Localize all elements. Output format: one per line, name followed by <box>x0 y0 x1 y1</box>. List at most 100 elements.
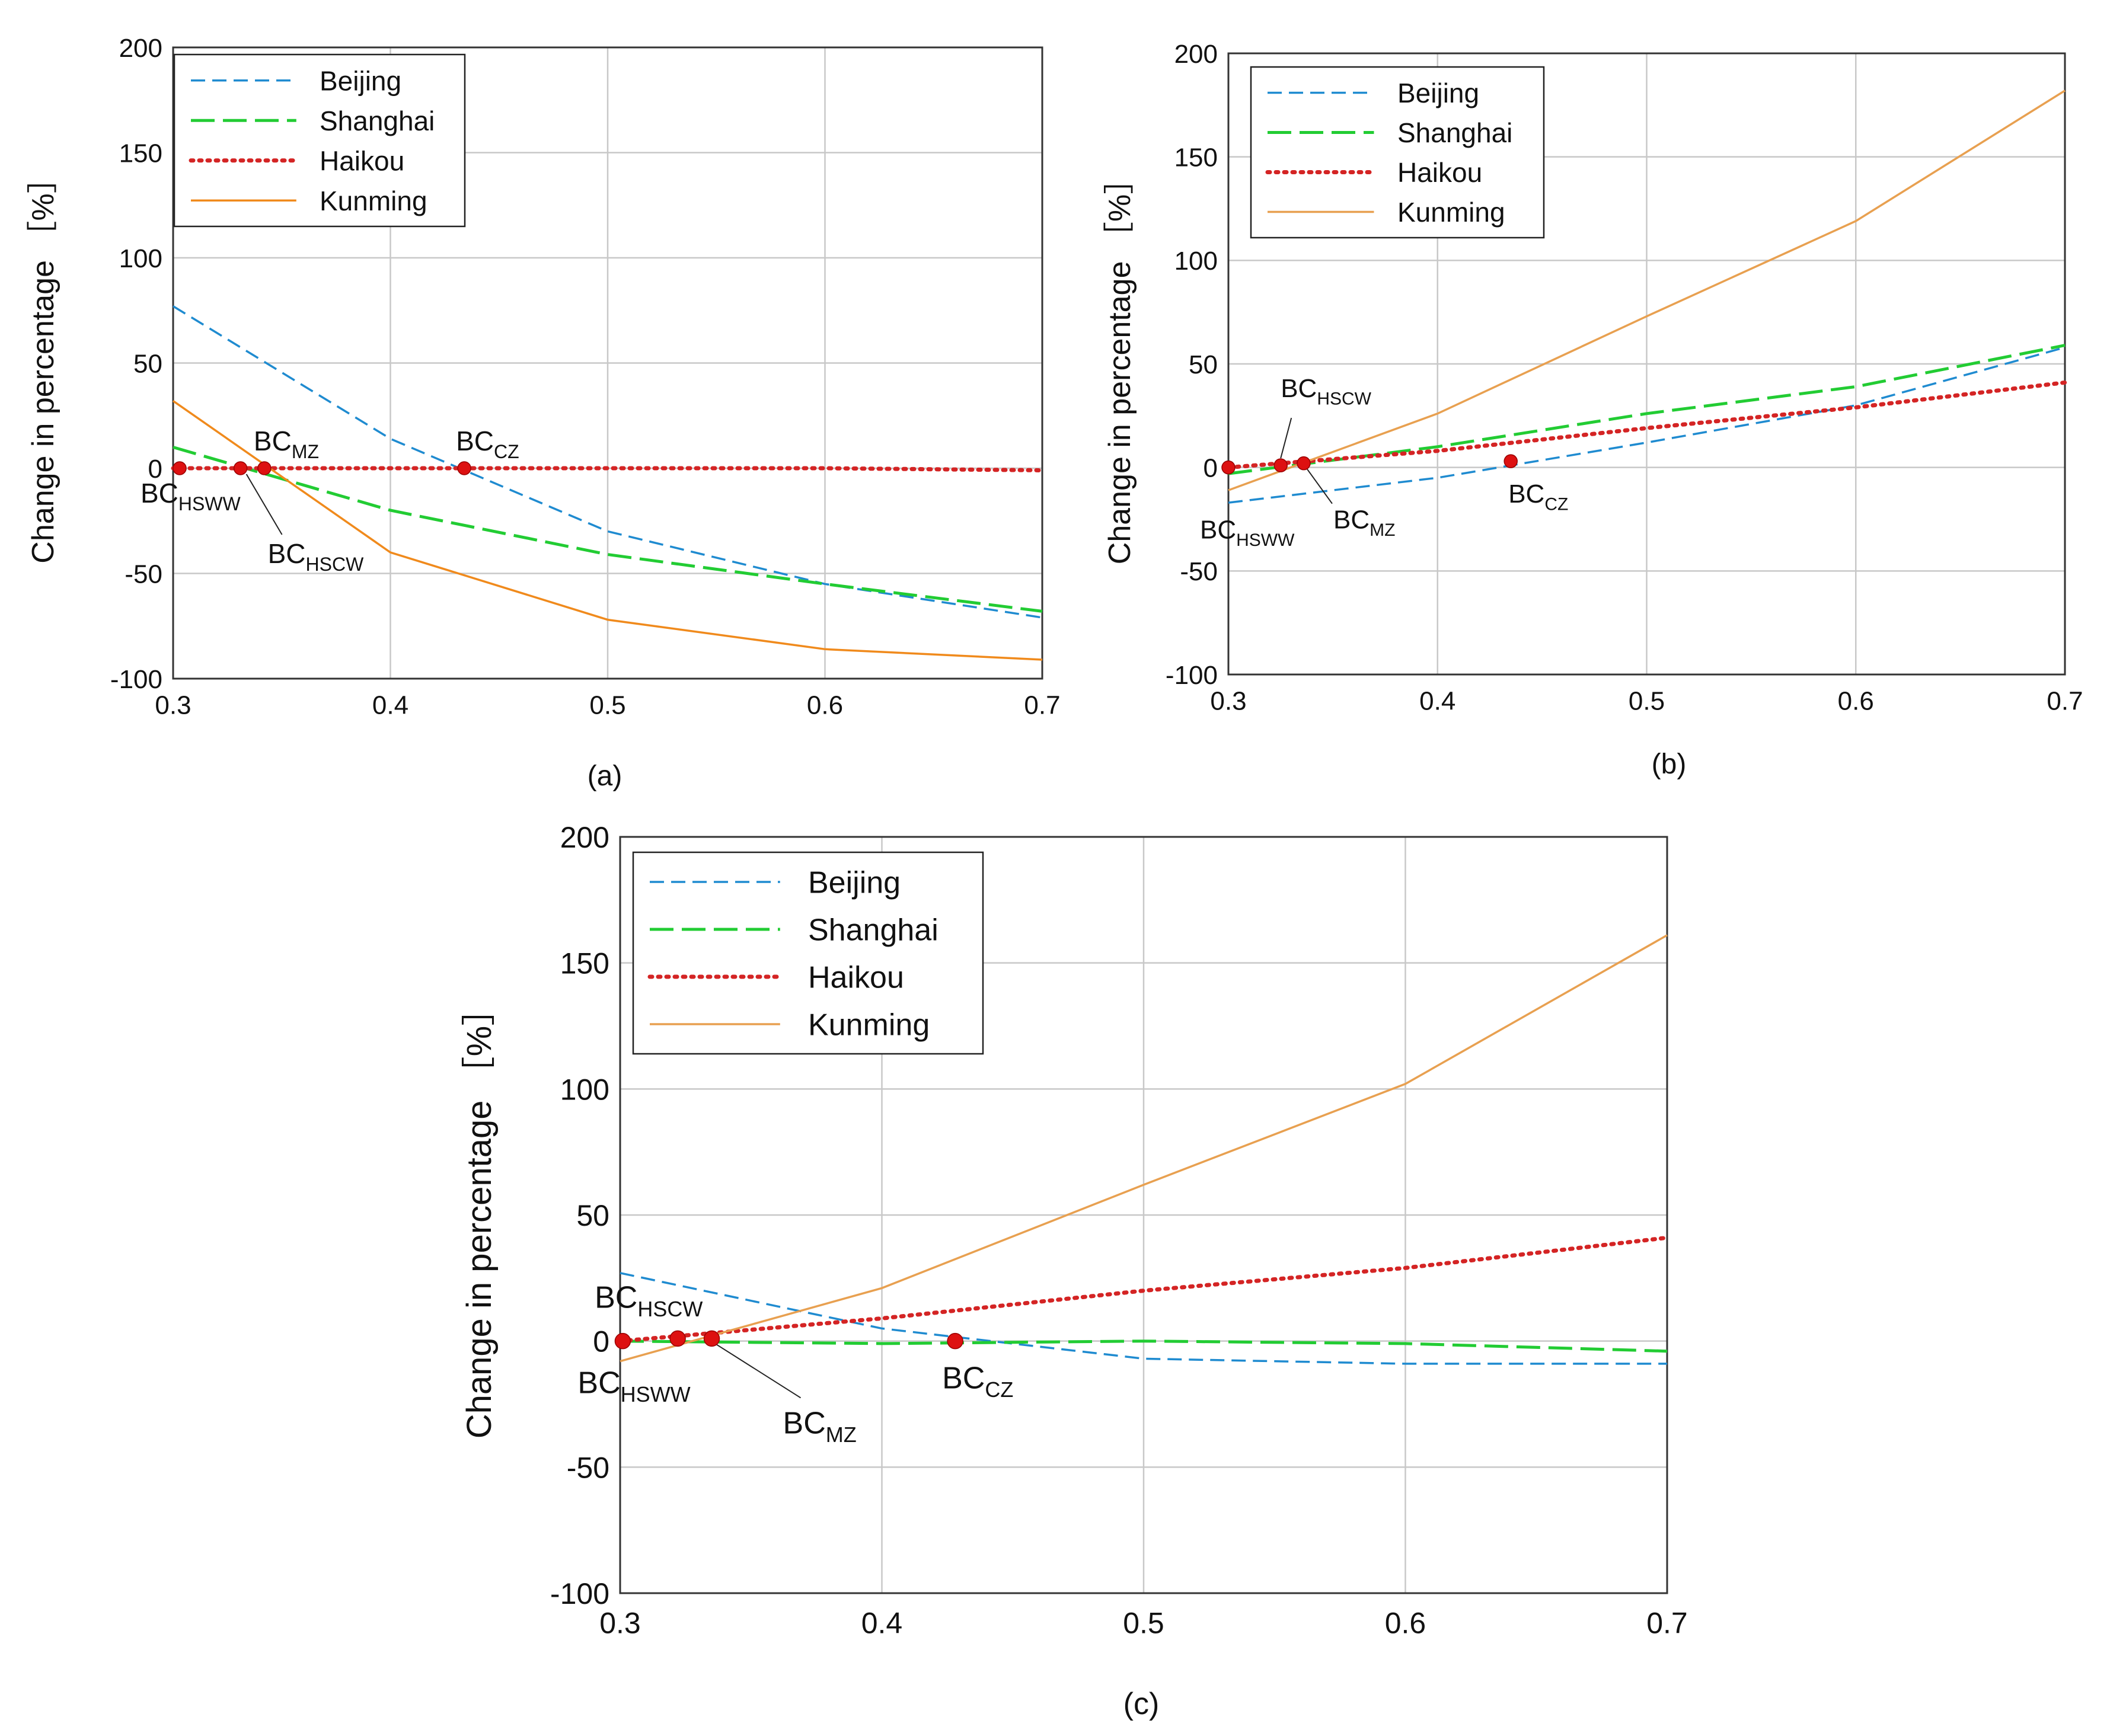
y-tick-label: 50 <box>1189 350 1218 379</box>
marker-label-main: BC <box>456 426 494 456</box>
series-line-haikou <box>1226 380 2067 470</box>
legend-label: Kunming <box>1397 197 1505 228</box>
y-tick-label: 200 <box>560 821 609 854</box>
y-tick-label: -50 <box>125 560 162 589</box>
legend-label: Haikou <box>1397 157 1482 188</box>
x-tick-label: 0.4 <box>372 690 408 720</box>
series-line-beijing <box>620 1272 1667 1365</box>
panel-label: (a) <box>588 760 623 792</box>
y-tick-label: 50 <box>576 1199 609 1232</box>
marker-label: BCHSCW <box>268 538 364 575</box>
series-line-shanghai <box>620 1339 1668 1353</box>
marker-label-sub: HSCW <box>1317 389 1371 408</box>
y-tick-label: 100 <box>1174 247 1218 276</box>
series-line-kunming <box>172 399 1043 661</box>
x-tick-label: 0.5 <box>1123 1607 1164 1640</box>
x-tick-label: 0.6 <box>807 690 843 720</box>
legend-label: Shanghai <box>808 913 938 948</box>
marker-label-main: BC <box>1281 374 1317 403</box>
x-tick-label: 0.4 <box>1419 686 1455 715</box>
marker-label-sub: CZ <box>494 441 519 462</box>
x-tick-label: 0.6 <box>1838 686 1874 715</box>
marker-point <box>703 1330 720 1347</box>
marker-label-sub: HSWW <box>621 1382 691 1406</box>
marker-label-sub: CZ <box>985 1377 1013 1402</box>
marker-point <box>1273 458 1288 472</box>
y-axis-label: Change in percentage ［%］ <box>26 162 60 563</box>
y-tick-label: 50 <box>133 349 162 378</box>
series-line-shanghai <box>173 446 1043 613</box>
marker-leader <box>245 474 283 535</box>
series-line-kunming <box>1228 89 2066 491</box>
marker-point <box>457 461 471 475</box>
marker-label-main: BC <box>783 1406 826 1440</box>
legend-label: Beijing <box>1397 78 1479 108</box>
marker-label: BCCZ <box>942 1361 1013 1402</box>
y-tick-label: -50 <box>1180 557 1218 586</box>
marker-label: BCHSWW <box>1200 516 1295 550</box>
marker-leader <box>716 1344 802 1399</box>
marker-label: BCHSWW <box>577 1366 690 1407</box>
y-tick-label: 150 <box>1174 143 1218 172</box>
marker-label-main: BC <box>577 1366 620 1401</box>
marker-label-sub: CZ <box>1544 495 1568 514</box>
legend-label: Kunming <box>808 1008 930 1043</box>
y-tick-label: 200 <box>1174 40 1218 69</box>
marker-leader <box>1280 417 1292 459</box>
legend-label: Shanghai <box>320 105 435 136</box>
marker-label-main: BC <box>254 426 292 456</box>
legend-label: Beijing <box>320 65 401 96</box>
marker-point <box>947 1332 963 1350</box>
x-tick-label: 0.6 <box>1385 1607 1426 1640</box>
y-tick-label: 0 <box>148 455 162 484</box>
y-tick-label: 0 <box>1204 454 1218 483</box>
y-tick-label: 150 <box>119 139 162 168</box>
marker-label: BCMZ <box>254 426 319 462</box>
marker-label: BCCZ <box>1508 479 1568 514</box>
marker-label-main: BC <box>595 1280 637 1315</box>
marker-point <box>233 461 248 475</box>
y-tick-label: 100 <box>560 1073 609 1106</box>
plot-frame <box>172 46 1043 680</box>
marker-label: BCHSWW <box>141 478 241 514</box>
marker-label-sub: MZ <box>1370 520 1395 540</box>
marker-label-main: BC <box>268 538 306 569</box>
marker-label-main: BC <box>1333 506 1370 535</box>
legend-box <box>173 53 466 228</box>
marker-point <box>1503 454 1518 468</box>
y-tick-label: -50 <box>567 1451 609 1484</box>
y-tick-label: 0 <box>593 1325 609 1358</box>
marker-point <box>1221 460 1236 475</box>
marker-label: BCMZ <box>783 1406 857 1447</box>
plot-frame <box>1227 52 2066 676</box>
marker-point <box>1297 456 1311 471</box>
marker-label-sub: MZ <box>826 1422 857 1447</box>
x-tick-label: 0.7 <box>2047 686 2083 715</box>
x-tick-label: 0.3 <box>599 1607 641 1640</box>
marker-label-sub: HSCW <box>306 554 365 575</box>
x-tick-label: 0.7 <box>1646 1607 1688 1640</box>
marker-leader <box>1307 469 1333 504</box>
y-tick-label: -100 <box>1166 661 1218 690</box>
marker-label-sub: MZ <box>292 441 319 462</box>
panel-label: (c) <box>1123 1687 1160 1721</box>
marker-label: BCHSCW <box>595 1280 703 1321</box>
series-line-haikou <box>618 1235 1669 1344</box>
marker-label-sub: HSCW <box>637 1297 703 1321</box>
x-tick-label: 0.3 <box>155 690 191 720</box>
legend-label: Beijing <box>808 866 901 900</box>
legend-label: Haikou <box>320 145 404 176</box>
plot-frame <box>619 836 1668 1594</box>
legend-label: Shanghai <box>1397 117 1512 148</box>
legend-box <box>1250 66 1545 239</box>
y-tick-label: 150 <box>560 947 609 980</box>
y-tick-label: -100 <box>550 1577 609 1610</box>
legend-label: Haikou <box>808 961 904 995</box>
marker-label-sub: HSWW <box>1236 530 1295 550</box>
panel-label: (b) <box>1652 749 1687 780</box>
x-tick-label: 0.5 <box>1629 686 1665 715</box>
y-tick-label: 100 <box>119 244 162 273</box>
